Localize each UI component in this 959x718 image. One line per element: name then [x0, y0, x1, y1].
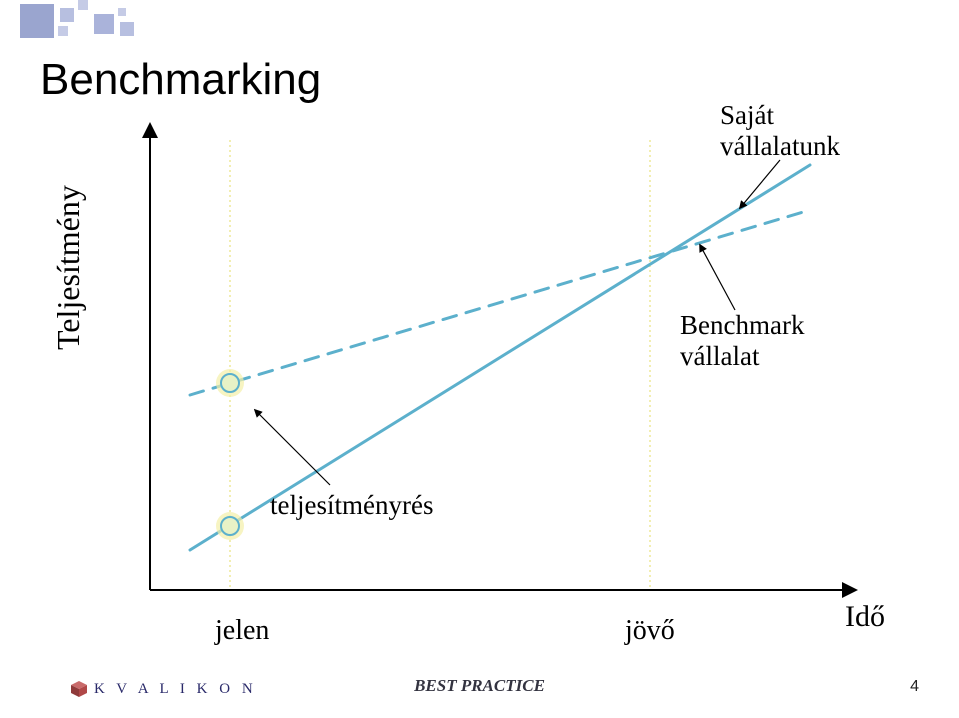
slide-title: Benchmarking — [40, 55, 321, 105]
benchmarking-chart: Saját vállalatunkBenchmark vállalattelje… — [80, 120, 880, 640]
chart-label: Idő — [845, 600, 885, 634]
chart-label: teljesítményrés — [270, 490, 433, 521]
chart-label: Saját vállalatunk — [720, 100, 840, 162]
brand-logo: K V A L I K O N — [70, 680, 257, 698]
chart-label: jelen — [215, 615, 269, 647]
brand-text: K V A L I K O N — [94, 681, 257, 698]
footer-center-text: BEST PRACTICE — [414, 676, 545, 696]
page-number: 4 — [910, 678, 919, 696]
decor-square — [20, 4, 54, 38]
decor-square — [58, 26, 68, 36]
decor-square — [78, 0, 88, 10]
slide-footer: K V A L I K O N BEST PRACTICE 4 — [0, 668, 959, 698]
corner-decoration — [0, 0, 180, 50]
decor-square — [60, 8, 74, 22]
decor-square — [94, 14, 114, 34]
chart-label: jövő — [625, 615, 675, 647]
decor-square — [118, 8, 126, 16]
decor-square — [120, 22, 134, 36]
cube-icon — [70, 680, 88, 698]
chart-label: Benchmark vállalat — [680, 310, 804, 372]
chart-svg — [80, 120, 880, 640]
